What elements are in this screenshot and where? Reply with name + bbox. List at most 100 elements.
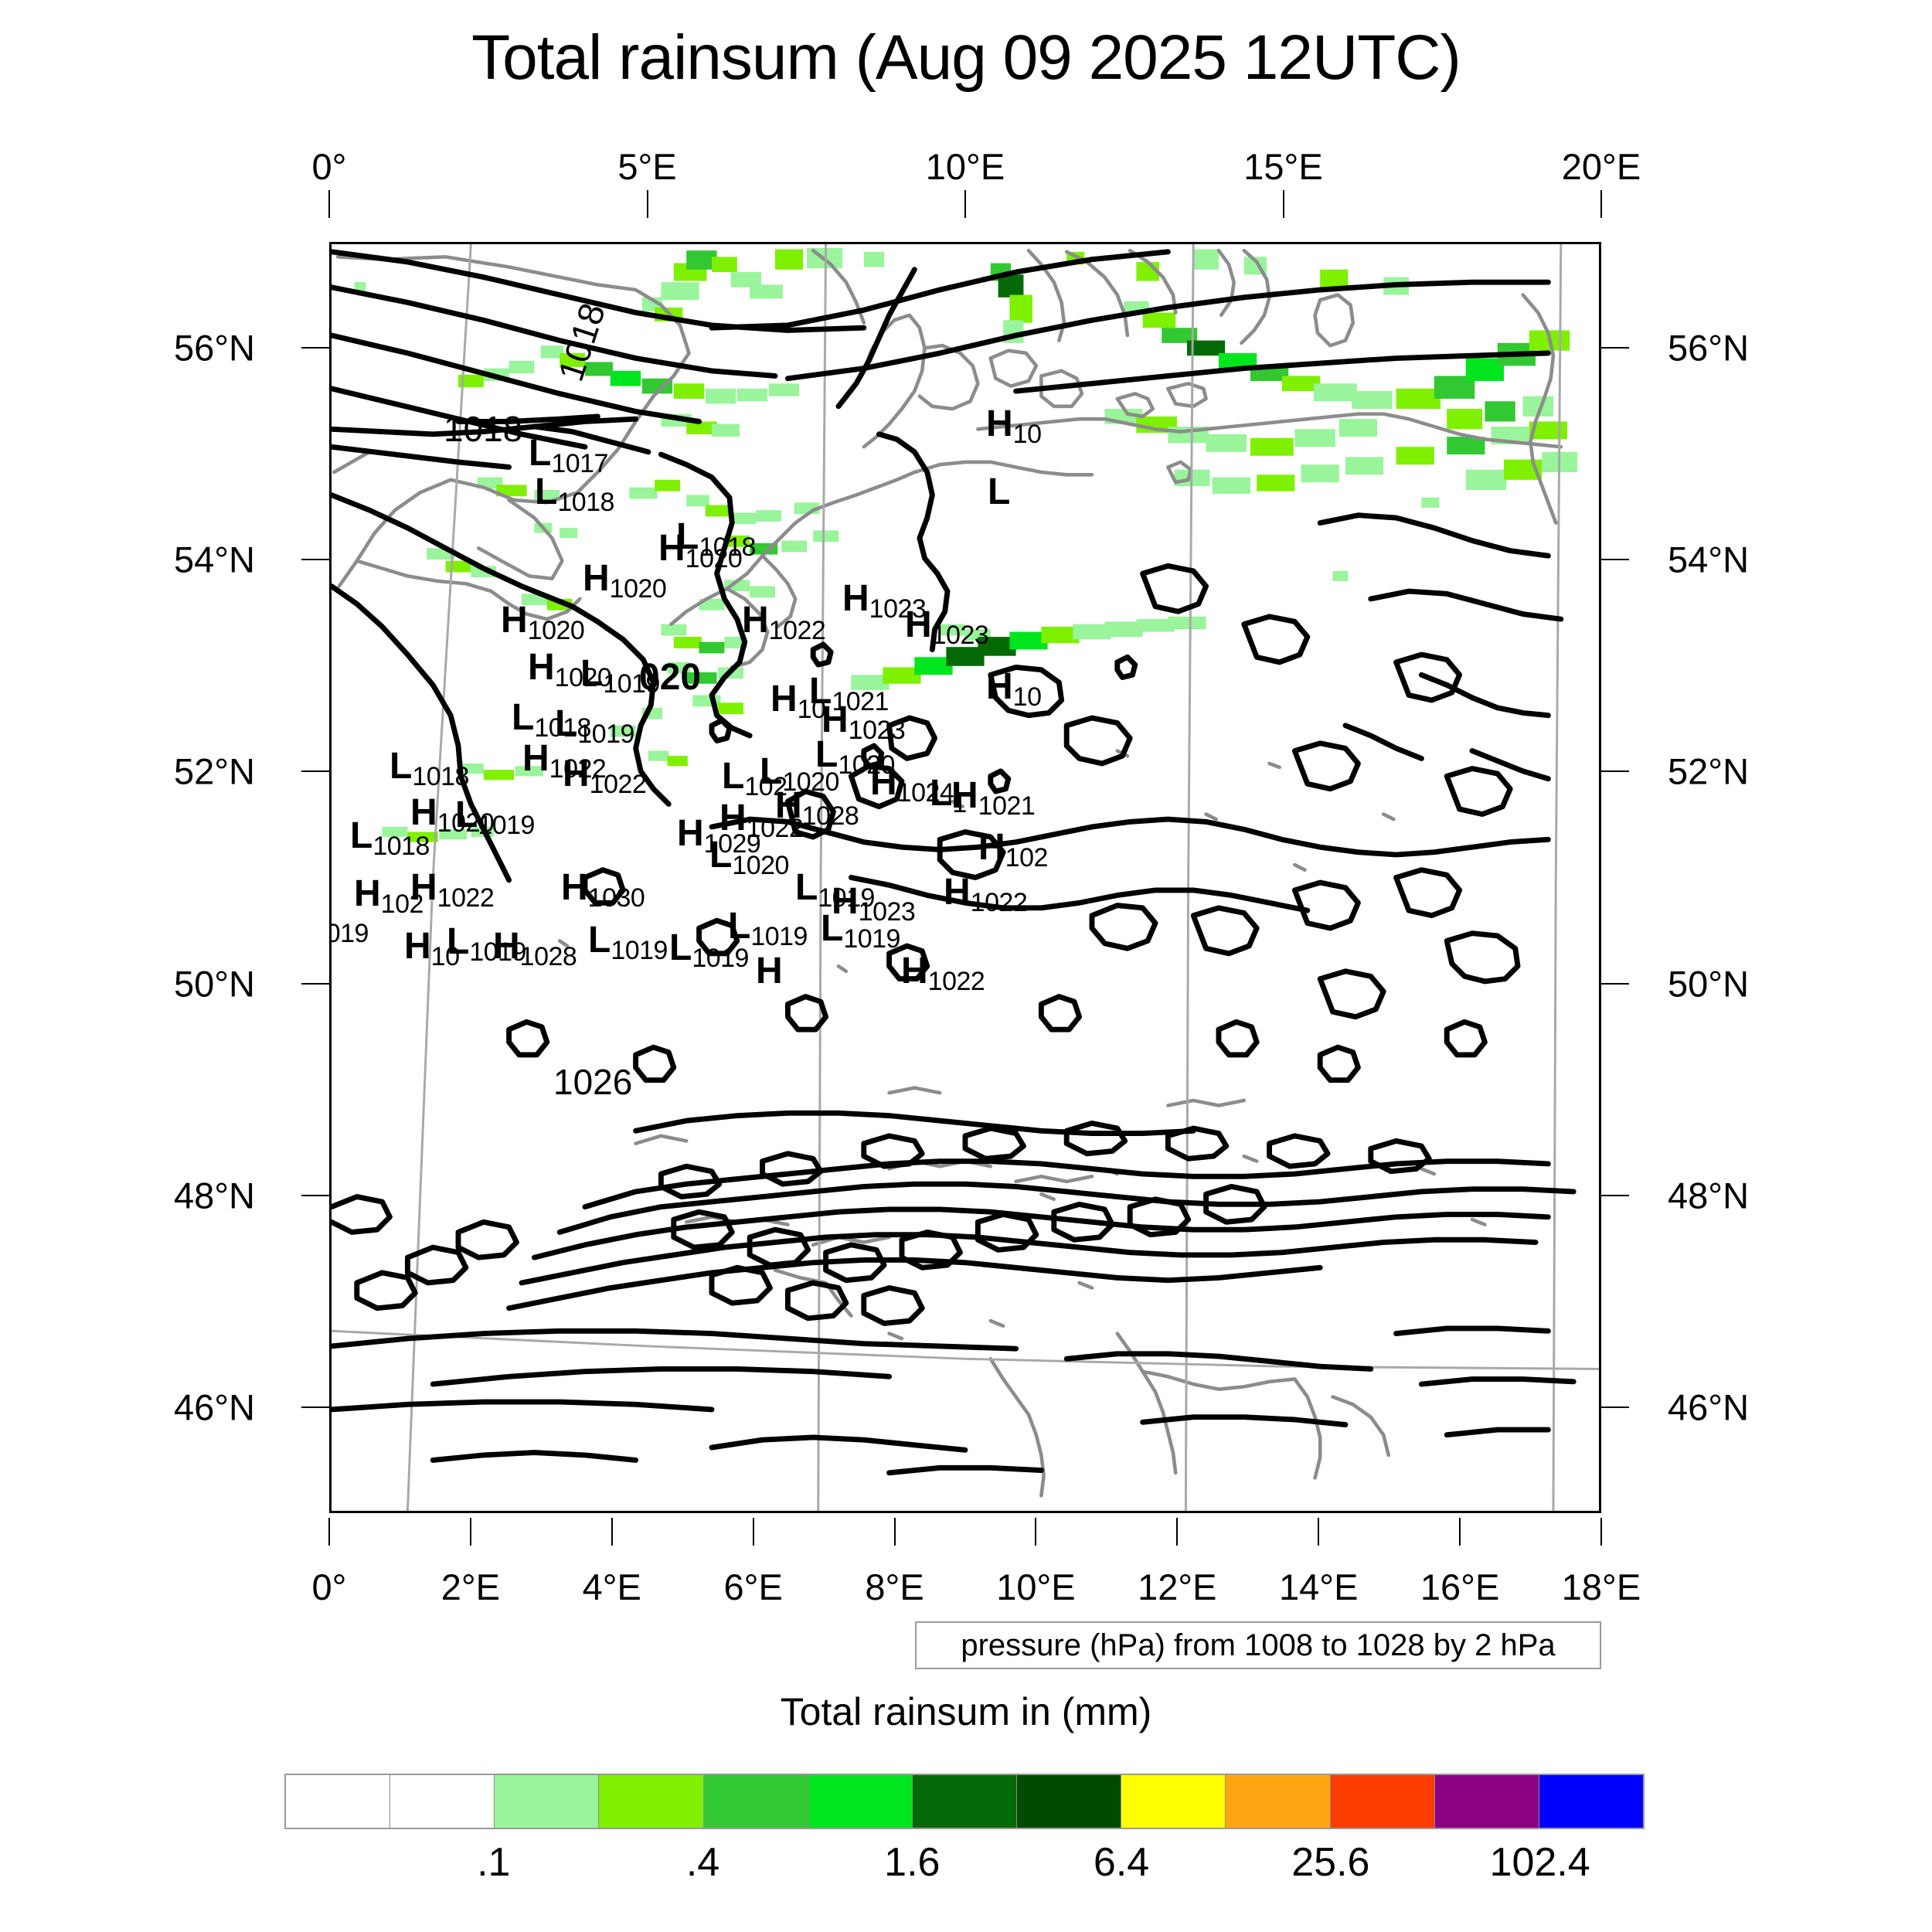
precip-cell: [382, 826, 408, 838]
pressure-legend-box: pressure (hPa) from 1008 to 1028 by 2 hP…: [915, 1621, 1601, 1669]
precip-cell: [673, 383, 705, 399]
precip-cell: [1193, 249, 1219, 270]
precip-cell: [768, 383, 800, 396]
precip-cell: [1465, 469, 1507, 490]
pressure-legend-text: pressure (hPa) from 1008 to 1028 by 2 hP…: [961, 1628, 1556, 1662]
colorbar-label-5: 102.4: [1489, 1840, 1590, 1885]
axis-tick-label: 6°E: [723, 1566, 783, 1607]
axis-tick-mark: [1601, 347, 1629, 349]
weather-map[interactable]: [329, 242, 1601, 1513]
precip-cell: [730, 512, 757, 525]
graticule-layer: [332, 244, 1599, 1511]
right-latitude-axis: 56°N 54°N 52°N 50°N 48°N 46°N: [1601, 242, 1794, 1513]
precip-cell: [750, 586, 775, 598]
colorbar-label-2: 1.6: [884, 1840, 940, 1885]
colorbar[interactable]: [284, 1774, 1645, 1829]
precip-cell: [1294, 429, 1335, 447]
precip-cell: [1396, 447, 1434, 465]
precip-cell: [540, 345, 564, 359]
precip-cell: [585, 362, 614, 376]
axis-tick-mark: [611, 1518, 613, 1546]
colorbar-segment-12: [1539, 1775, 1644, 1828]
axis-tick-label: 10°E: [925, 146, 1005, 187]
precip-cell: [712, 257, 737, 273]
precip-cell: [610, 725, 636, 737]
colorbar-label-3: 6.4: [1093, 1840, 1150, 1885]
precip-cell: [641, 378, 673, 394]
axis-tick-mark: [1282, 190, 1284, 218]
page-title: Total rainsum (Aug 09 2025 12UTC): [471, 22, 1461, 93]
precip-cell: [1257, 474, 1295, 492]
colorbar-tick-labels: .1 .4 1.6 6.4 25.6 102.4: [284, 1839, 1645, 1893]
axis-tick-mark: [469, 1518, 471, 1546]
axis-tick-label: 50°N: [173, 963, 255, 1005]
precip-cell: [629, 487, 658, 499]
precip-cell: [667, 662, 691, 674]
precip-cell: [667, 756, 688, 767]
colorbar-segment-11: [1434, 1775, 1539, 1828]
precip-cell: [648, 750, 669, 761]
axis-tick-mark: [328, 190, 330, 218]
axis-tick-label: 10°E: [996, 1566, 1076, 1607]
map-canvas: [332, 244, 1599, 1511]
precip-cell: [1136, 619, 1175, 632]
precip-cell: [1206, 434, 1247, 452]
precip-cell: [699, 641, 725, 654]
axis-tick-label: 8°E: [865, 1566, 924, 1607]
colorbar-segment-5: [808, 1775, 913, 1828]
precip-cell: [863, 251, 885, 267]
axis-tick-label: 20°E: [1561, 146, 1641, 187]
precip-cell: [730, 272, 761, 287]
precip-cell: [1250, 437, 1294, 456]
axis-tick-mark: [1318, 1518, 1320, 1546]
axis-tick-mark: [301, 1194, 329, 1196]
axis-tick-label: 18°E: [1561, 1566, 1641, 1607]
precip-cell: [775, 249, 804, 270]
precip-cell: [509, 360, 535, 374]
precip-cell: [1485, 401, 1515, 422]
axis-tick-label: 15°E: [1243, 146, 1323, 187]
precip-cell: [560, 528, 578, 539]
precip-cell: [1447, 437, 1485, 455]
precip-cell: [1219, 352, 1257, 369]
axis-tick-label: 46°N: [1668, 1386, 1750, 1428]
precip-cell: [661, 282, 699, 301]
precip-cell: [439, 829, 468, 840]
axis-tick-label: 0°: [311, 146, 347, 187]
colorbar-title: Total rainsum in (mm): [780, 1690, 1152, 1733]
axis-tick-mark: [301, 770, 329, 773]
colorbar-segment-10: [1330, 1775, 1435, 1828]
axis-tick-mark: [301, 1406, 329, 1408]
precip-cell: [712, 423, 740, 437]
axis-tick-mark: [1035, 1518, 1037, 1546]
precip-cell: [1009, 631, 1048, 650]
axis-tick-mark: [1601, 982, 1629, 985]
colorbar-label-4: 25.6: [1291, 1840, 1370, 1885]
precip-cell: [483, 770, 515, 781]
axis-tick-label: 52°N: [173, 750, 255, 792]
axis-tick-label: 48°N: [173, 1175, 255, 1216]
precip-cell: [851, 675, 889, 690]
precip-cell: [407, 832, 438, 842]
colorbar-segment-0: [286, 1775, 391, 1828]
precip-cell: [883, 667, 921, 684]
colorbar-label-1: .4: [685, 1840, 720, 1885]
colorbar-segment-7: [1017, 1775, 1122, 1828]
colorbar-segment-3: [599, 1775, 704, 1828]
axis-tick-mark: [893, 1518, 896, 1546]
axis-tick-mark: [1459, 1518, 1461, 1546]
axis-tick-label: 50°N: [1668, 963, 1750, 1005]
axis-tick-mark: [301, 347, 329, 349]
axis-tick-mark: [301, 559, 329, 561]
axis-tick-mark: [1601, 770, 1629, 773]
axis-tick-label: 12°E: [1138, 1566, 1217, 1607]
precip-cell: [1162, 328, 1198, 343]
axis-tick-label: 46°N: [173, 1386, 255, 1428]
colorbar-segment-1: [390, 1775, 495, 1828]
precip-cell: [610, 370, 641, 386]
axis-tick-label: 5°E: [617, 146, 677, 187]
precip-cell: [724, 580, 750, 592]
precip-cell: [750, 284, 783, 299]
precip-cell: [458, 763, 484, 774]
axis-tick-label: 56°N: [1668, 327, 1750, 369]
